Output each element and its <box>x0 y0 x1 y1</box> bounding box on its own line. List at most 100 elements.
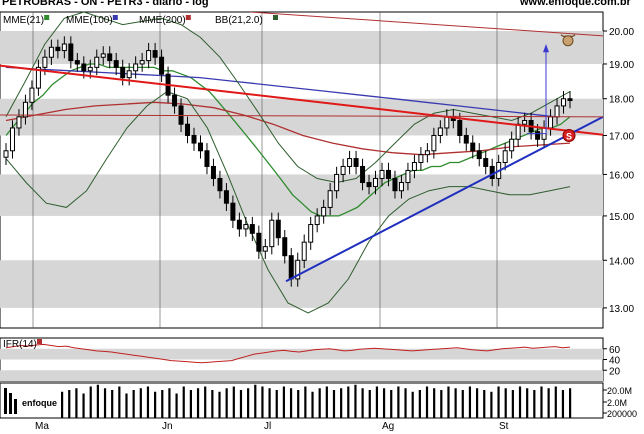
candle-body-up <box>437 127 443 136</box>
candle-body-down <box>457 120 463 136</box>
candle-body-up <box>347 158 353 167</box>
x-tick-label: Ag <box>382 421 394 432</box>
candle-body-down <box>55 46 61 52</box>
candle-body-down <box>152 50 158 58</box>
candle <box>340 158 346 183</box>
candle <box>470 135 476 159</box>
candle <box>398 174 404 199</box>
volume-bar <box>75 388 78 418</box>
candle-body-up <box>262 246 268 252</box>
price-band <box>0 260 603 308</box>
volume-bar <box>461 390 464 418</box>
sell-signal-badge[interactable]: S <box>562 128 576 142</box>
candle-body-up <box>405 169 411 184</box>
ifr-band <box>0 370 603 381</box>
candle-body-up <box>100 53 106 58</box>
volume-bar <box>247 388 250 418</box>
sell-badge-letter: S <box>566 131 572 141</box>
volume-bar <box>125 393 128 418</box>
volume-bar <box>490 391 493 418</box>
candle-body-up <box>29 87 35 103</box>
candle <box>353 150 359 175</box>
candle <box>295 252 301 287</box>
candle-body-up <box>3 150 9 158</box>
volume-panel-frame <box>0 382 604 419</box>
candle-body-up <box>398 182 404 192</box>
candle <box>424 143 430 163</box>
candle-body-down <box>191 134 197 144</box>
candle-body-up <box>35 66 41 89</box>
candle-body-up <box>561 98 567 107</box>
volume-bar <box>211 390 214 418</box>
series-line <box>5 63 571 217</box>
volume-bar <box>168 388 171 418</box>
volume-bar <box>175 393 178 418</box>
candle <box>74 52 80 72</box>
candle <box>418 146 424 171</box>
candle <box>476 143 482 167</box>
volume-bar <box>139 388 142 418</box>
candle <box>431 127 437 159</box>
volume-bar <box>425 386 429 418</box>
candle-body-down <box>204 150 210 167</box>
candle-body-up <box>9 127 15 152</box>
volume-bar <box>61 391 64 418</box>
candle-body-up <box>126 70 132 79</box>
candle <box>269 212 275 255</box>
candle <box>197 135 203 159</box>
candle-body-up <box>340 165 346 175</box>
candle <box>107 46 113 69</box>
x-tick-label: Jl <box>264 421 271 432</box>
legend-swatch <box>273 15 278 20</box>
candle-body-down <box>275 219 281 239</box>
volume-bar <box>554 386 557 418</box>
volume-bar <box>239 390 243 418</box>
candle <box>483 150 489 175</box>
candle-body-down <box>217 177 223 192</box>
candle-body-down <box>535 131 541 140</box>
y-tick-label: 16.00 <box>609 170 634 181</box>
target-arrow-head <box>543 43 549 53</box>
candle-body-down <box>113 60 119 68</box>
candle <box>347 150 353 175</box>
ifr-tick-label: 40 <box>609 356 621 367</box>
volume-bar <box>132 390 135 418</box>
candle-body-up <box>373 177 379 188</box>
chart-title: PETROBRAS - ON - PETR3 - diário - log <box>2 0 209 8</box>
price-band <box>0 98 603 136</box>
volume-bar <box>118 386 121 418</box>
candle-body-up <box>94 56 100 68</box>
candle <box>159 49 165 82</box>
logo-text: enfoque <box>22 398 57 408</box>
candle <box>236 212 242 237</box>
candle-body-down <box>288 255 294 280</box>
candle <box>133 56 139 79</box>
ifr-band <box>0 348 603 360</box>
candle <box>308 216 314 250</box>
candle-body-up <box>61 43 67 52</box>
main-panel: 20.00 19.00 18.00 17.00 16.00 15.00 14.00 13.00… <box>0 11 634 329</box>
site-url: www.enfoque.com.br <box>519 0 632 8</box>
candle-body-up <box>87 66 93 72</box>
candle-body-down <box>210 165 216 179</box>
candle-body-down <box>249 224 255 234</box>
legend-label: MME(21) <box>3 15 44 26</box>
x-tick-label: Ma <box>35 421 49 432</box>
candle <box>502 143 508 171</box>
volume-bar <box>111 390 114 418</box>
candle <box>139 52 145 72</box>
ifr-tick-label: 60 <box>609 345 621 356</box>
volume-tick-label: 20.0M <box>607 386 632 396</box>
candle-body-down <box>392 177 398 192</box>
candle-body-down <box>282 237 288 257</box>
legend-label: MME(100) <box>66 15 113 26</box>
candle <box>3 143 9 165</box>
bull-icon <box>560 34 576 47</box>
volume-bar <box>154 391 157 418</box>
candle <box>61 36 67 59</box>
y-tick-label: 14.00 <box>609 256 634 267</box>
candle <box>120 59 126 86</box>
